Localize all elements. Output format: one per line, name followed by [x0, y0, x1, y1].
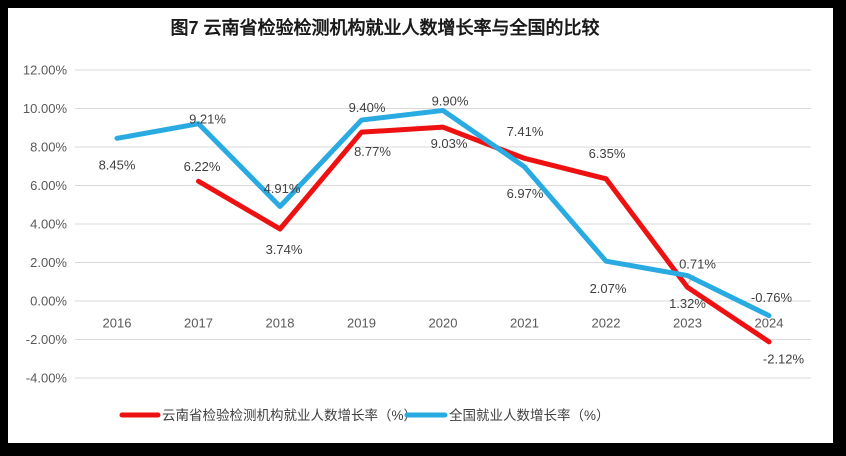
- data-label: 8.45%: [99, 158, 136, 173]
- data-label: 9.40%: [349, 100, 386, 115]
- y-tick-label: 0.00%: [30, 294, 67, 309]
- data-label: 4.91%: [264, 181, 301, 196]
- x-axis-tick-labels: 2016 2017 2018 2019 2020 2021 2022 2023 2024: [103, 316, 784, 331]
- data-label: -0.76%: [751, 290, 793, 305]
- data-label: -2.12%: [763, 352, 805, 367]
- chart-canvas: [8, 8, 833, 443]
- data-label: 1.32%: [669, 296, 706, 311]
- y-tick-label: 4.00%: [30, 217, 67, 232]
- data-label: 9.03%: [431, 136, 468, 151]
- y-axis-tick-labels: 12.00% 10.00% 8.00% 6.00% 4.00% 2.00% 0.00% -2.…: [23, 63, 68, 386]
- x-tick-label: 2016: [103, 316, 132, 331]
- data-label: 8.77%: [354, 144, 391, 159]
- x-tick-label: 2018: [266, 316, 295, 331]
- legend: 云南省检验检测机构就业人数增长率（%） 全国就业人数增长率（%）: [119, 407, 610, 423]
- data-label: 9.90%: [432, 94, 469, 109]
- data-label: 9.21%: [189, 112, 226, 127]
- y-tick-label: -4.00%: [26, 371, 68, 386]
- x-tick-label: 2022: [592, 316, 621, 331]
- x-tick-label: 2024: [755, 316, 784, 331]
- legend-label-national: 全国就业人数增长率（%）: [449, 407, 610, 423]
- data-label: 3.74%: [266, 242, 303, 257]
- y-tick-label: 8.00%: [30, 140, 67, 155]
- data-label: 6.22%: [184, 159, 221, 174]
- x-tick-label: 2020: [429, 316, 458, 331]
- y-tick-label: 2.00%: [30, 255, 67, 270]
- data-labels: 6.22% 3.74% 8.77% 9.03% 7.41% 6.35% 0.71% -2.12…: [99, 94, 805, 367]
- y-tick-label: -2.00%: [26, 332, 68, 347]
- data-label: 0.71%: [679, 257, 716, 272]
- series-lines: [114, 107, 772, 345]
- x-tick-label: 2017: [184, 316, 213, 331]
- y-tick-label: 6.00%: [30, 178, 67, 193]
- x-tick-label: 2023: [673, 316, 702, 331]
- data-label: 2.07%: [590, 281, 627, 296]
- y-tick-label: 10.00%: [23, 101, 68, 116]
- legend-item-yunnan[interactable]: 云南省检验检测机构就业人数增长率（%）: [119, 407, 417, 423]
- x-tick-label: 2021: [510, 316, 539, 331]
- data-label: 6.35%: [589, 146, 626, 161]
- yunnan-series-line: [196, 124, 772, 345]
- legend-item-national[interactable]: 全国就业人数增长率（%）: [404, 407, 610, 423]
- data-label: 6.97%: [507, 186, 544, 201]
- legend-label-yunnan: 云南省检验检测机构就业人数增长率（%）: [162, 407, 417, 423]
- y-tick-label: 12.00%: [23, 63, 68, 78]
- data-label: 7.41%: [507, 124, 544, 139]
- national-series-line: [114, 107, 772, 319]
- x-tick-label: 2019: [347, 316, 376, 331]
- chart-title: 图7 云南省检验检测机构就业人数增长率与全国的比较: [170, 17, 599, 38]
